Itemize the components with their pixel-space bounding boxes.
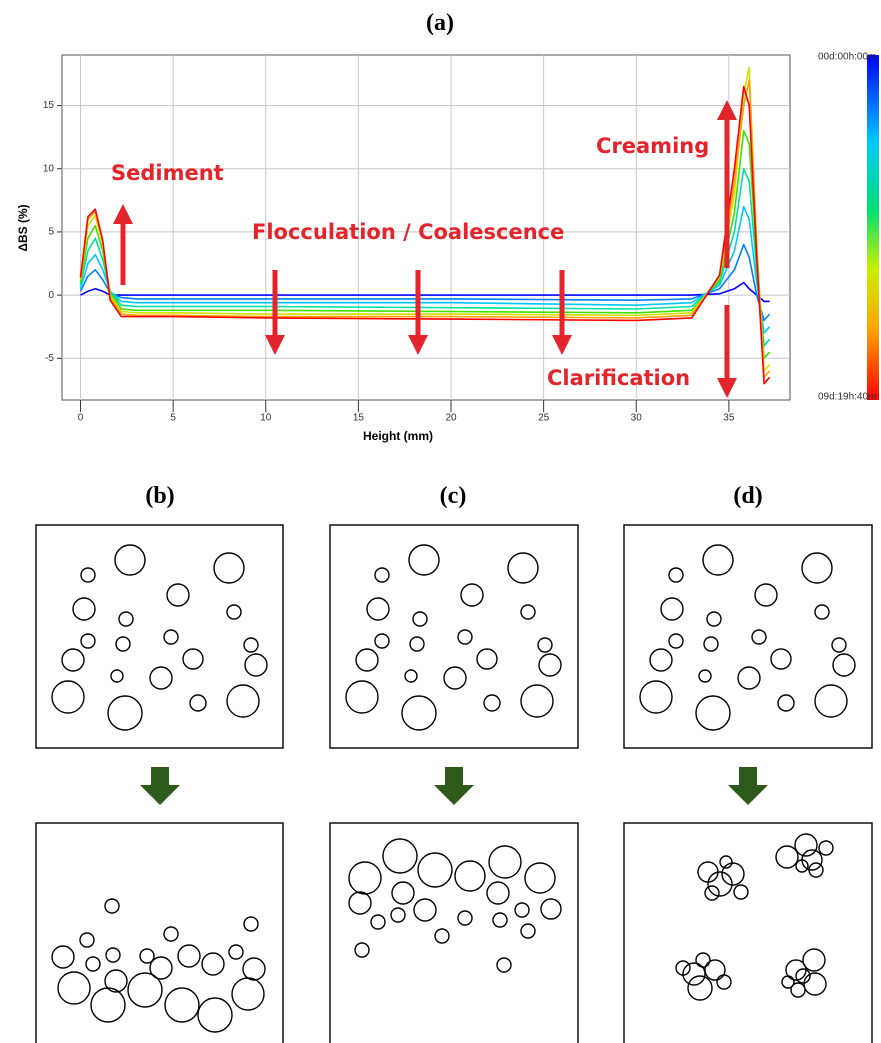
diagram-creaming <box>330 823 578 1043</box>
x-tick-label: 0 <box>78 413 84 424</box>
panel-label: (a) <box>426 10 454 36</box>
x-tick-label: 35 <box>723 413 735 424</box>
x-tick-label: 25 <box>538 413 550 424</box>
y-tick-label: -5 <box>45 353 54 364</box>
transition-arrows <box>140 767 768 805</box>
y-tick-label: 10 <box>43 163 55 174</box>
figure: (a) 0 5 10 15 20 25 30 35 -5 0 5 10 15 Height (mm) Δ… <box>0 0 881 1043</box>
x-tick-label: 30 <box>631 413 643 424</box>
colorbar-label: 00d:00h:00m <box>818 52 876 63</box>
annotation: Sediment <box>111 161 224 185</box>
y-tick-label: 5 <box>48 227 54 238</box>
panel-label: (d) <box>733 483 762 509</box>
y-tick-label: 0 <box>48 290 54 301</box>
annotation: Flocculation / Coalescence <box>252 220 564 244</box>
diagram-top <box>36 525 872 748</box>
panel-label: (c) <box>440 483 467 509</box>
diagram-flocculation <box>624 823 872 1043</box>
diagram-sediment <box>36 823 283 1043</box>
annotation: Clarification <box>547 366 690 390</box>
x-tick-label: 5 <box>170 413 176 424</box>
x-tick-label: 15 <box>353 413 365 424</box>
x-tick-label: 20 <box>445 413 457 424</box>
x-tick-label: 10 <box>260 413 272 424</box>
annotation: Creaming <box>596 134 709 158</box>
x-axis-label: Height (mm) <box>363 429 433 443</box>
y-tick-label: 15 <box>43 100 55 111</box>
y-axis-label: ΔBS (%) <box>16 204 30 251</box>
colorbar-label: 09d:19h:40m <box>818 392 876 403</box>
panel-label: (b) <box>145 483 174 509</box>
colorbar <box>867 55 879 400</box>
page: {"chart_data":{"type":"line","title":"(a… <box>0 0 881 1043</box>
